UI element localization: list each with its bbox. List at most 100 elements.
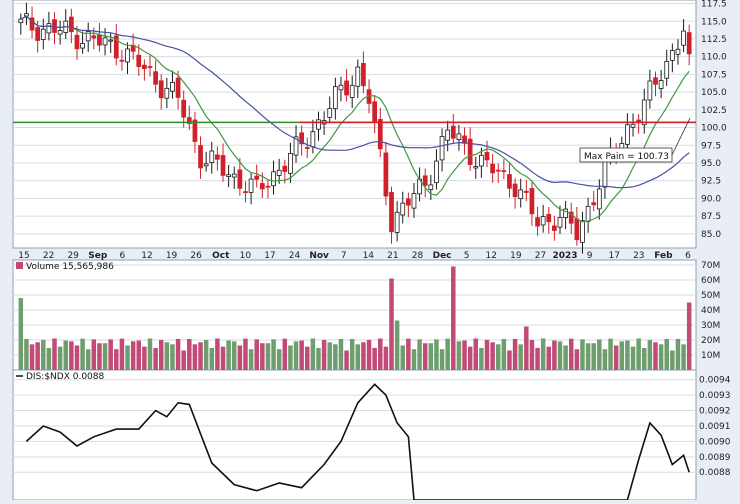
candle-body	[271, 171, 276, 187]
volume-bar	[681, 344, 686, 370]
candle-body	[215, 154, 220, 160]
price-y-tick: 102.5	[701, 106, 727, 116]
volume-bar	[456, 341, 462, 370]
volume-bar	[658, 344, 664, 370]
candle-body	[434, 160, 439, 184]
candle-body	[57, 30, 63, 35]
candle-body	[495, 169, 501, 172]
ratio-legend-label: DIS:$NDX 0.0088	[26, 372, 105, 382]
volume-bar	[372, 347, 377, 370]
price-y-tick: 115.0	[701, 17, 727, 27]
ratio-panel	[12, 369, 697, 501]
max-pain-label: Max Pain = 100.73	[584, 152, 669, 162]
x-tick-label: 24	[289, 251, 301, 261]
volume-bar	[69, 341, 74, 370]
volume-bar	[276, 349, 282, 370]
x-tick-label: 14	[363, 251, 375, 261]
candle-body	[142, 64, 147, 70]
candle-body	[377, 119, 383, 150]
volume-bar	[591, 343, 596, 370]
x-tick-label: 17	[608, 251, 619, 261]
candle-body	[630, 123, 636, 128]
candle-body	[344, 80, 349, 96]
candle-body	[46, 23, 52, 34]
volume-bar	[338, 338, 344, 370]
ratio-y-tick: 0.0091	[699, 422, 731, 432]
candle-body	[40, 28, 46, 40]
candle-body	[372, 101, 378, 122]
sma-fast-line	[20, 15, 690, 223]
candle-body	[74, 34, 80, 50]
volume-bar	[260, 343, 265, 370]
candle-body	[113, 35, 119, 59]
volume-bar	[97, 343, 102, 370]
ratio-y-tick: 0.0093	[699, 391, 731, 401]
candle-body	[411, 193, 417, 209]
volume-bar	[512, 338, 518, 370]
candle-body	[237, 169, 243, 189]
volume-bar	[563, 345, 568, 370]
candle-body	[170, 82, 175, 92]
x-tick-label: 28	[412, 251, 424, 261]
volume-bar	[642, 347, 647, 370]
candle-body	[484, 152, 490, 161]
volume-bar	[664, 338, 669, 370]
volume-bar	[383, 346, 389, 370]
candle-body	[85, 31, 91, 42]
volume-bar	[451, 266, 456, 370]
candle-body	[186, 117, 192, 124]
volume-bar	[574, 349, 580, 370]
ratio-line	[25, 383, 690, 501]
volume-bar	[130, 341, 136, 370]
volume-bar	[35, 342, 40, 370]
volume-bar	[198, 342, 203, 370]
candle-body	[473, 166, 479, 169]
x-tick-label: 19	[166, 251, 178, 261]
candle-body	[248, 178, 254, 193]
volume-bar	[462, 340, 467, 370]
candle-body	[91, 35, 97, 39]
candle-body	[198, 145, 203, 169]
volume-bar	[675, 338, 681, 370]
volume-bar	[445, 338, 450, 370]
price-y-tick: 105.0	[701, 88, 727, 98]
volume-legend-label: Volume 15,565,986	[26, 262, 114, 272]
candle-body	[400, 202, 406, 216]
candle-body	[523, 190, 529, 193]
volume-bar	[114, 349, 119, 370]
volume-bar	[428, 343, 434, 370]
volume-bar	[41, 339, 46, 370]
x-tick-label: 2023	[553, 251, 578, 261]
volume-bar	[316, 347, 321, 370]
candle-body	[490, 163, 495, 174]
x-tick-label: 7	[341, 251, 347, 261]
candle-body	[220, 155, 226, 176]
candle-body	[389, 192, 394, 233]
volume-bar	[670, 350, 675, 370]
ratio-y-tick: 0.0094	[699, 376, 731, 386]
price-y-tick: 90.0	[701, 194, 721, 204]
volume-bar	[422, 343, 428, 370]
candle-body	[349, 84, 355, 98]
volume-bar	[243, 338, 248, 370]
candle-body	[136, 54, 142, 67]
volume-marks	[18, 266, 692, 370]
candle-body	[479, 154, 484, 167]
price-y-tick: 85.0	[701, 230, 721, 240]
candle-body	[445, 129, 451, 141]
volume-bar	[524, 326, 529, 370]
volume-bar	[248, 349, 254, 370]
x-tick-label: 6	[120, 251, 126, 261]
candle-body	[355, 66, 361, 87]
volume-bar	[529, 339, 535, 370]
candle-body	[512, 183, 518, 198]
candle-body	[636, 119, 642, 123]
volume-bar	[361, 342, 366, 370]
volume-bar	[29, 344, 35, 370]
volume-bar	[366, 339, 372, 370]
candle-body	[557, 217, 563, 228]
volume-bar	[546, 346, 552, 370]
volume-bar	[647, 339, 653, 370]
volume-bar	[136, 340, 142, 370]
